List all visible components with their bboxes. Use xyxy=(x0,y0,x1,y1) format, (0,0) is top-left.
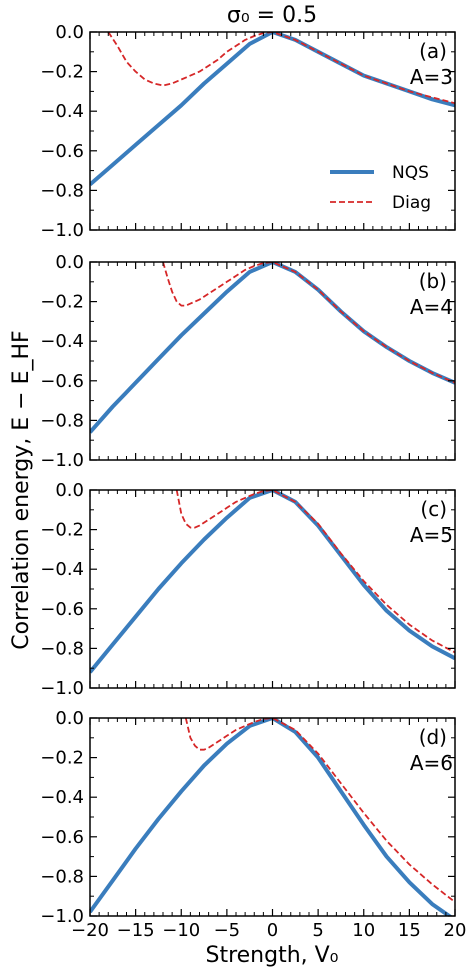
series-line-nqs xyxy=(90,490,455,674)
series-line-diag xyxy=(175,490,455,654)
y-tick-label: 0.0 xyxy=(55,708,84,729)
panel-annotation: A=3 xyxy=(410,65,453,89)
y-tick-label: −0.2 xyxy=(40,520,84,541)
x-tick-label: −20 xyxy=(71,920,109,941)
y-tick-label: −0.4 xyxy=(40,101,84,122)
y-tick-label: −0.8 xyxy=(40,180,84,201)
y-tick-label: −0.8 xyxy=(40,410,84,431)
y-tick-label: −0.2 xyxy=(40,748,84,769)
plot-frame xyxy=(89,489,456,689)
y-tick-label: 0.0 xyxy=(55,22,84,43)
panel-label: (d) xyxy=(419,725,447,749)
panel-annotation: A=6 xyxy=(410,751,453,775)
panel-label: (c) xyxy=(420,497,447,521)
y-tick-label: −0.8 xyxy=(40,638,84,659)
x-tick-label: −5 xyxy=(214,920,241,941)
series-line-diag xyxy=(184,718,455,903)
series-line-diag xyxy=(162,262,455,384)
chart-panel-2: 0.0 −0.2 −0.4 −0.6 −0.8 −1.0 (c)A=5 xyxy=(40,480,456,699)
panel-label: (b) xyxy=(419,269,447,293)
y-tick-label: 0.0 xyxy=(55,252,84,273)
y-axis-label: Correlation energy, E − E_HF xyxy=(9,330,34,649)
x-tick-label: −10 xyxy=(162,920,200,941)
legend: NQS Diag xyxy=(330,163,431,213)
x-tick-label: −15 xyxy=(117,920,155,941)
y-tick-label: −0.4 xyxy=(40,559,84,580)
y-tick-label: −1.0 xyxy=(40,906,84,927)
legend-label: NQS xyxy=(392,163,429,183)
y-tick-label: −0.6 xyxy=(40,371,84,392)
legend-label: Diag xyxy=(392,193,431,213)
y-tick-label: −0.4 xyxy=(40,331,84,352)
y-tick-label: −1.0 xyxy=(40,678,84,699)
series-line-diag xyxy=(107,32,455,105)
x-axis-label: Strength, V₀ xyxy=(205,943,338,968)
chart-panel-1: 0.0 −0.2 −0.4 −0.6 −0.8 −1.0 (b)A=4 xyxy=(40,252,456,471)
y-tick-label: −0.6 xyxy=(40,827,84,848)
x-tick-label: 0 xyxy=(267,920,278,941)
y-tick-label: −0.6 xyxy=(40,599,84,620)
y-tick-label: −0.2 xyxy=(40,292,84,313)
panels-group: 0.0−0.2−0.4−0.6−0.8−1.0(a)A=3NQSDiag0.0−… xyxy=(40,22,466,941)
x-tick-label: 15 xyxy=(398,920,421,941)
panel-annotation: A=5 xyxy=(410,523,453,547)
panel-label: (a) xyxy=(419,39,447,63)
y-tick-label: −1.0 xyxy=(40,220,84,241)
y-tick-label: −0.8 xyxy=(40,866,84,887)
x-tick-label: 5 xyxy=(312,920,323,941)
y-tick-label: −0.2 xyxy=(40,62,84,83)
series-line-nqs xyxy=(90,718,453,916)
panel-annotation: A=4 xyxy=(410,295,453,319)
plot-frame xyxy=(89,717,456,917)
x-tick-label: 10 xyxy=(352,920,375,941)
series-line-nqs xyxy=(90,32,455,187)
y-tick-label: 0.0 xyxy=(55,480,84,501)
plot-frame xyxy=(89,261,456,461)
y-tick-label: −0.4 xyxy=(40,787,84,808)
y-tick-label: −1.0 xyxy=(40,450,84,471)
chart-panel-3: −20 −15 −10 −5 0 5 10 15 20 0.0 −0.2 −0.4 −0.6 −0.8 −1… xyxy=(40,708,466,941)
series-line-nqs xyxy=(90,262,455,434)
y-tick-label: −0.6 xyxy=(40,141,84,162)
x-tick-label: 20 xyxy=(444,920,467,941)
figure-title: σ₀ = 0.5 xyxy=(227,3,317,28)
chart-panel-0: 0.0 −0.2 −0.4 −0.6 −0.8 −1.0 (a)A=3 NQS Diag xyxy=(40,22,456,241)
